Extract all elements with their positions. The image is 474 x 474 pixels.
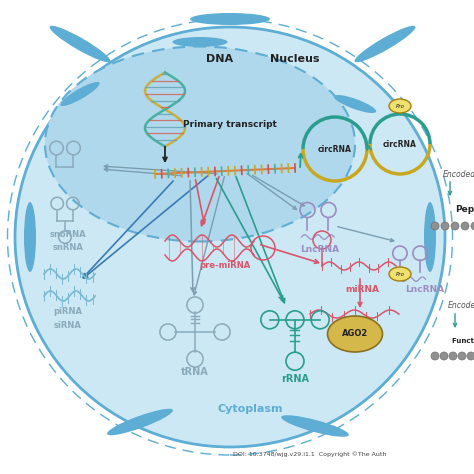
Circle shape — [461, 222, 469, 230]
Text: rRNA: rRNA — [281, 374, 309, 384]
Circle shape — [449, 352, 457, 360]
Text: circRNA: circRNA — [318, 145, 352, 154]
Circle shape — [458, 352, 466, 360]
Ellipse shape — [334, 95, 376, 113]
Text: Cytoplasm: Cytoplasm — [217, 404, 283, 414]
Text: Peptide: Peptide — [455, 204, 474, 213]
Text: Pro: Pro — [395, 272, 404, 276]
Circle shape — [451, 222, 459, 230]
Ellipse shape — [15, 27, 445, 447]
Ellipse shape — [190, 13, 270, 25]
Circle shape — [440, 352, 448, 360]
Circle shape — [441, 222, 449, 230]
Text: Encoded: Encoded — [448, 301, 474, 310]
Circle shape — [431, 222, 439, 230]
Ellipse shape — [328, 316, 383, 352]
Ellipse shape — [281, 415, 349, 437]
Text: Primary transcript: Primary transcript — [183, 119, 277, 128]
Text: Nucleus: Nucleus — [270, 54, 320, 64]
Ellipse shape — [45, 46, 355, 241]
Ellipse shape — [24, 202, 36, 272]
Text: siRNA: siRNA — [54, 320, 82, 329]
Text: tRNA: tRNA — [181, 367, 209, 377]
Text: circRNA: circRNA — [383, 139, 417, 148]
Text: DNA: DNA — [207, 54, 234, 64]
Ellipse shape — [424, 202, 436, 272]
Text: piRNA: piRNA — [54, 308, 82, 317]
Text: Functional micropeptides: Functional micropeptides — [452, 338, 474, 344]
Text: pre-miRNA: pre-miRNA — [200, 262, 251, 271]
Text: LncRNA: LncRNA — [405, 284, 445, 293]
Circle shape — [431, 352, 439, 360]
Text: Encoded: Encoded — [443, 170, 474, 179]
Ellipse shape — [50, 26, 110, 62]
Text: snRNA: snRNA — [53, 243, 83, 252]
Ellipse shape — [389, 99, 411, 113]
Circle shape — [467, 352, 474, 360]
Ellipse shape — [173, 37, 228, 47]
Text: miRNA: miRNA — [345, 284, 379, 293]
Text: DOI: 10.3748/wjg.v29.i1.1  Copyright ©The Auth: DOI: 10.3748/wjg.v29.i1.1 Copyright ©The… — [233, 451, 387, 457]
Ellipse shape — [107, 409, 173, 435]
Text: LncRNA: LncRNA — [301, 245, 339, 254]
Text: Pro: Pro — [395, 103, 404, 109]
Circle shape — [471, 222, 474, 230]
Text: snoRNA: snoRNA — [50, 229, 86, 238]
Ellipse shape — [60, 82, 100, 106]
Ellipse shape — [355, 26, 415, 62]
Text: AGO2: AGO2 — [342, 329, 368, 338]
Ellipse shape — [389, 267, 411, 281]
